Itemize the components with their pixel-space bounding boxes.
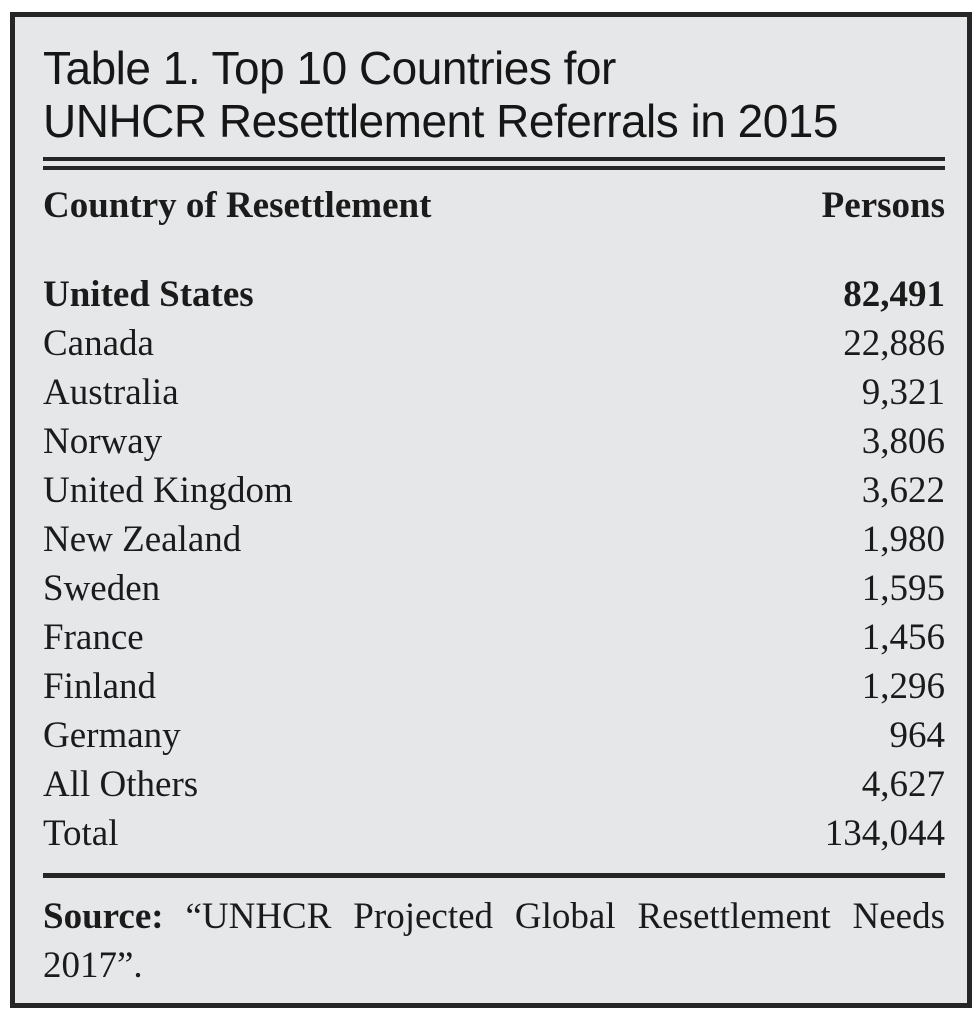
persons-cell: 22,886 — [843, 323, 945, 364]
table-row-total: Total 134,044 — [43, 809, 945, 858]
footer-divider-rule — [43, 873, 945, 878]
table-row: Australia 9,321 — [43, 368, 945, 417]
persons-cell: 82,491 — [843, 274, 945, 315]
country-cell: Finland — [43, 666, 157, 707]
table-row: United States 82,491 — [43, 270, 945, 319]
persons-cell: 134,044 — [824, 813, 945, 854]
table-row: United Kingdom 3,622 — [43, 466, 945, 515]
country-cell: United Kingdom — [43, 470, 293, 511]
table-row: Canada 22,886 — [43, 319, 945, 368]
persons-cell: 1,456 — [861, 617, 945, 658]
table-header-row: Country of Resettlement Persons — [43, 186, 945, 226]
country-cell: Australia — [43, 372, 179, 413]
persons-cell: 4,627 — [861, 764, 945, 805]
country-cell: All Others — [43, 764, 199, 805]
persons-cell: 964 — [889, 715, 946, 756]
table-row: New Zealand 1,980 — [43, 515, 945, 564]
table-row: Norway 3,806 — [43, 417, 945, 466]
title-divider-double-rule — [43, 157, 945, 170]
table-body: United States 82,491 Canada 22,886 Austr… — [43, 270, 945, 858]
table-row: Sweden 1,595 — [43, 564, 945, 613]
country-cell: Norway — [43, 421, 163, 462]
persons-cell: 1,296 — [861, 666, 945, 707]
persons-cell: 9,321 — [861, 372, 945, 413]
table-row: Germany 964 — [43, 711, 945, 760]
country-cell: Sweden — [43, 568, 161, 609]
persons-cell: 3,806 — [861, 421, 945, 462]
table-row: Finland 1,296 — [43, 662, 945, 711]
persons-cell: 3,622 — [861, 470, 945, 511]
table-row: All Others 4,627 — [43, 760, 945, 809]
source-label: Source: — [43, 896, 164, 937]
country-cell: Canada — [43, 323, 154, 364]
persons-cell: 1,595 — [861, 568, 945, 609]
country-cell: Total — [43, 813, 119, 854]
source-note: Source: “UNHCR Projected Global Resettle… — [43, 892, 945, 990]
country-cell: Germany — [43, 715, 181, 756]
persons-cell: 1,980 — [861, 519, 945, 560]
source-text: “UNHCR Projected Global Resettlement Nee… — [43, 896, 946, 986]
column-header-country: Country of Resettlement — [43, 185, 432, 226]
column-header-persons: Persons — [821, 185, 945, 226]
country-cell: France — [43, 617, 144, 658]
table-figure-panel: Table 1. Top 10 Countries for UNHCR Rese… — [10, 12, 972, 1008]
country-cell: New Zealand — [43, 519, 242, 560]
table-title-line-2: UNHCR Resettlement Referrals in 2015 — [43, 95, 838, 147]
table-row: France 1,456 — [43, 613, 945, 662]
table-title: Table 1. Top 10 Countries for UNHCR Rese… — [43, 42, 945, 148]
table-title-line-1: Table 1. Top 10 Countries for — [43, 42, 616, 94]
country-cell: United States — [43, 274, 254, 315]
